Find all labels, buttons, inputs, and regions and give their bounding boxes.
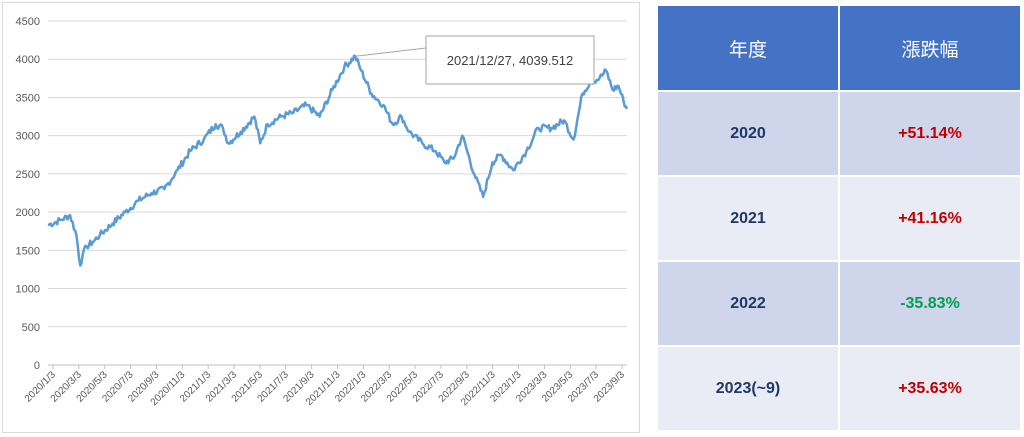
grid-lines (48, 20, 627, 366)
y-tick-label: 4500 (16, 16, 40, 28)
y-tick-label: 2000 (16, 207, 40, 219)
y-tick-label: 500 (22, 322, 40, 334)
change-cell: -35.83% (838, 260, 1022, 347)
x-axis-ticks: 2020/1/32020/3/32020/5/32020/7/32020/9/3… (23, 365, 627, 408)
year-cell: 2023(~9) (656, 345, 840, 432)
annual-change-table: 年度 漲跌幅 2020 +51.14% 2021 +41.16% 2022 -3… (656, 4, 1022, 432)
year-cell: 2020 (656, 90, 840, 177)
table-row: 2021 +41.16% (656, 175, 1022, 262)
y-tick-label: 1000 (16, 284, 40, 296)
y-tick-label: 1500 (16, 245, 40, 257)
change-cell: +51.14% (838, 90, 1022, 177)
callout-leader-line (355, 47, 427, 57)
header-change: 漲跌幅 (838, 4, 1022, 92)
table-row: 2022 -35.83% (656, 260, 1022, 347)
callout-label: 2021/12/27, 4039.512 (447, 53, 574, 68)
year-cell: 2022 (656, 260, 840, 347)
series-line (47, 54, 629, 267)
year-cell: 2021 (656, 175, 840, 262)
price-chart: 0 500 1000 1500 2000 2500 3000 3500 4000 4500 202… (2, 2, 640, 433)
chart-svg: 0 500 1000 1500 2000 2500 3000 3500 4000 4500 202… (16, 16, 629, 408)
y-tick-label: 0 (34, 360, 40, 372)
y-tick-label: 3500 (16, 92, 40, 104)
y-tick-label: 4000 (16, 54, 40, 66)
series-layer (47, 54, 629, 267)
y-tick-label: 2500 (16, 169, 40, 181)
y-axis-ticks: 0 500 1000 1500 2000 2500 3000 3500 4000 4500 (16, 16, 40, 372)
table-row: 2020 +51.14% (656, 90, 1022, 177)
y-tick-label: 3000 (16, 131, 40, 143)
change-cell: +41.16% (838, 175, 1022, 262)
callout-box (425, 35, 595, 85)
change-cell: +35.63% (838, 345, 1022, 432)
table-header-row: 年度 漲跌幅 (656, 4, 1022, 92)
annotation-callout: 2021/12/27, 4039.512 (355, 35, 595, 85)
annual-change-table-panel: 年度 漲跌幅 2020 +51.14% 2021 +41.16% 2022 -3… (656, 4, 1022, 433)
header-year: 年度 (656, 4, 840, 92)
table-row: 2023(~9) +35.63% (656, 345, 1022, 432)
